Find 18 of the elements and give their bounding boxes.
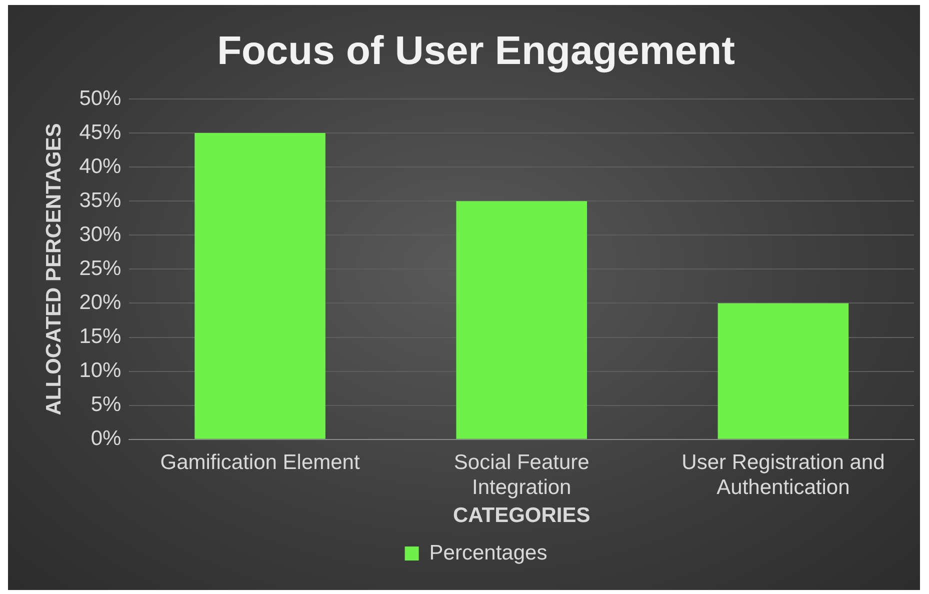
x-tick-label: Social Feature Integration [454, 450, 590, 499]
y-tick-label: 35% [79, 188, 122, 212]
y-tick-label: 5% [90, 393, 122, 416]
x-tick-label: Gamification Element [160, 450, 360, 474]
y-tick-label: 25% [79, 256, 122, 280]
y-tick-label: 30% [79, 222, 122, 246]
y-tick-label: 20% [79, 291, 122, 314]
x-tick-label: User Registration and Authentication [682, 450, 885, 499]
y-tick-label: 10% [79, 359, 122, 382]
y-tick-label: 45% [79, 120, 122, 144]
x-axis-title: CATEGORIES [452, 504, 590, 528]
chart-title: Focus of User Engagement [217, 29, 735, 74]
y-tick-label: 40% [79, 154, 122, 178]
y-tick-label: 0% [90, 427, 122, 450]
y-axis-title: ALLOCATED PERCENTAGES [42, 123, 66, 416]
legend-label: Percentages [429, 541, 548, 564]
y-tick-label: 15% [79, 325, 122, 348]
y-tick-label: 50% [79, 86, 122, 110]
